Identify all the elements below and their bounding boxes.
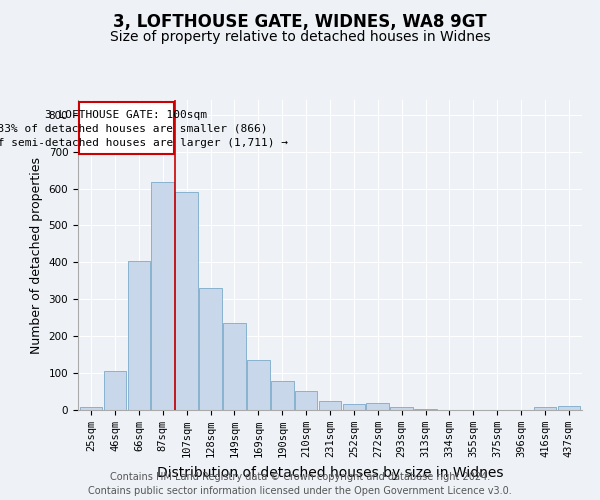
Text: 3 LOFTHOUSE GATE: 100sqm: 3 LOFTHOUSE GATE: 100sqm <box>45 110 207 120</box>
Y-axis label: Number of detached properties: Number of detached properties <box>30 156 43 354</box>
Text: 66% of semi-detached houses are larger (1,711) →: 66% of semi-detached houses are larger (… <box>0 138 288 148</box>
Bar <box>557 406 580 410</box>
Bar <box>319 401 341 410</box>
X-axis label: Distribution of detached houses by size in Widnes: Distribution of detached houses by size … <box>157 466 503 479</box>
Text: Contains public sector information licensed under the Open Government Licence v3: Contains public sector information licen… <box>88 486 512 496</box>
Text: ← 33% of detached houses are smaller (866): ← 33% of detached houses are smaller (86… <box>0 124 268 134</box>
Bar <box>199 288 222 410</box>
Text: 3, LOFTHOUSE GATE, WIDNES, WA8 9GT: 3, LOFTHOUSE GATE, WIDNES, WA8 9GT <box>113 12 487 30</box>
Bar <box>271 381 293 410</box>
Bar <box>343 404 365 410</box>
Bar <box>175 192 198 410</box>
Bar <box>295 391 317 410</box>
Bar <box>533 407 556 410</box>
Bar <box>151 182 174 410</box>
Bar <box>104 370 127 410</box>
Bar <box>80 408 103 410</box>
Bar <box>391 407 413 410</box>
Bar <box>367 404 389 410</box>
Text: Size of property relative to detached houses in Widnes: Size of property relative to detached ho… <box>110 30 490 44</box>
Bar <box>128 262 150 410</box>
Text: Contains HM Land Registry data © Crown copyright and database right 2024.: Contains HM Land Registry data © Crown c… <box>110 472 490 482</box>
Bar <box>247 360 269 410</box>
Bar <box>223 322 246 410</box>
Bar <box>414 408 437 410</box>
FancyBboxPatch shape <box>79 102 173 154</box>
